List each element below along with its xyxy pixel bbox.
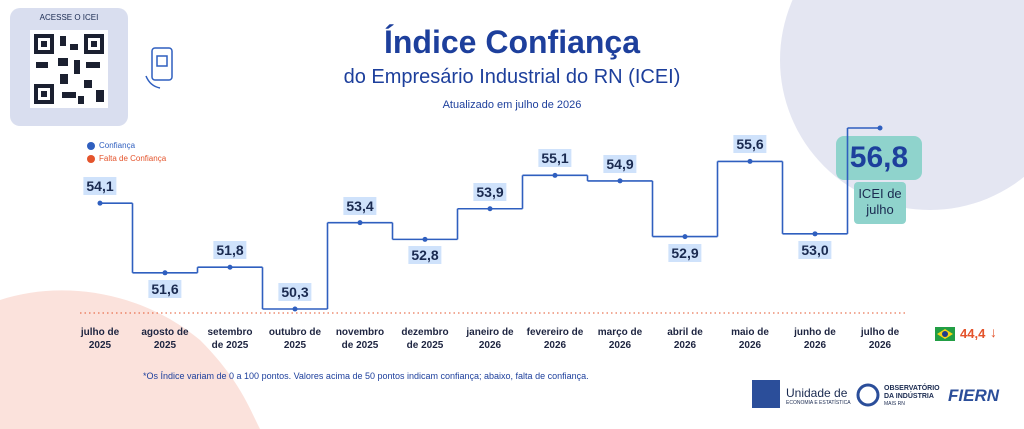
- value-label: 56,8: [849, 141, 909, 174]
- point: [162, 270, 168, 276]
- logo-text: OBSERVATÓRIO: [884, 385, 940, 392]
- highlight-label: ICEI de julho: [858, 186, 902, 217]
- value-label: 52,9: [668, 243, 702, 262]
- point: [422, 236, 428, 242]
- x-tick-label: junho de 2026: [794, 327, 836, 351]
- value-label: 54,9: [603, 154, 637, 173]
- point: [747, 158, 753, 164]
- value-label: 55,1: [538, 149, 572, 168]
- updated: Atualizado em julho de 2026: [442, 99, 582, 111]
- x-tick-label: maio de 2026: [731, 327, 769, 351]
- down-arrow: ↓: [990, 324, 997, 340]
- x-tick-label: novembro de 2025: [335, 327, 385, 351]
- point: [487, 206, 493, 212]
- legend-entry: Confiança: [99, 141, 136, 150]
- point: [552, 172, 558, 178]
- x-tick-label: agosto de 2025: [141, 327, 189, 351]
- point: [292, 306, 298, 312]
- value-label: 52,8: [408, 246, 442, 265]
- x-tick-label: setembro de 2025: [207, 327, 253, 351]
- point: [682, 234, 688, 240]
- point: [812, 231, 818, 237]
- point: [357, 220, 363, 226]
- value-label: 51,6: [148, 279, 182, 298]
- point: [877, 125, 883, 131]
- value-label: 55,6: [733, 135, 767, 154]
- logo-text: MAIS RN: [884, 401, 905, 407]
- logo-text: Unidade de: [786, 386, 848, 400]
- legend-entry: Falta de Confiança: [99, 154, 167, 163]
- value-label: 53,4: [343, 196, 377, 215]
- point: [617, 178, 623, 184]
- value-label: 50,3: [278, 283, 312, 301]
- x-tick-label: fevereiro de 2026: [526, 327, 584, 351]
- x-tick-label: janeiro de 2026: [466, 327, 514, 351]
- logo-text: FIERN: [948, 386, 999, 405]
- footnote: *Os Índice variam de 0 a 100 pontos. Val…: [143, 371, 589, 381]
- chart-subtitle: do Empresário Industrial do RN (ICEI): [343, 66, 681, 88]
- logo-text: ECONOMIA E ESTATÍSTICA: [786, 400, 851, 406]
- x-tick-label: julho de 2026: [860, 327, 900, 351]
- x-tick-label: julho de 2025: [80, 327, 120, 351]
- x-tick-label: abril de 2026: [667, 327, 703, 351]
- qr-label: ACESSE O ICEI: [39, 13, 99, 22]
- value-label: 54,1: [83, 177, 117, 196]
- point: [97, 200, 103, 206]
- x-tick-label: outubro de 2025: [268, 327, 322, 351]
- chart-title: Índice Confiança: [383, 24, 641, 60]
- value-label: 51,8: [213, 241, 247, 260]
- x-tick-label: dezembro de 2025: [401, 327, 449, 351]
- brazil-value: 44,4: [960, 326, 986, 341]
- logo-text: DA INDÚSTRIA: [884, 393, 934, 400]
- x-tick-label: março de 2026: [597, 327, 643, 351]
- point: [227, 264, 233, 270]
- value-label: 53,0: [798, 240, 832, 259]
- value-label: 53,9: [473, 182, 507, 201]
